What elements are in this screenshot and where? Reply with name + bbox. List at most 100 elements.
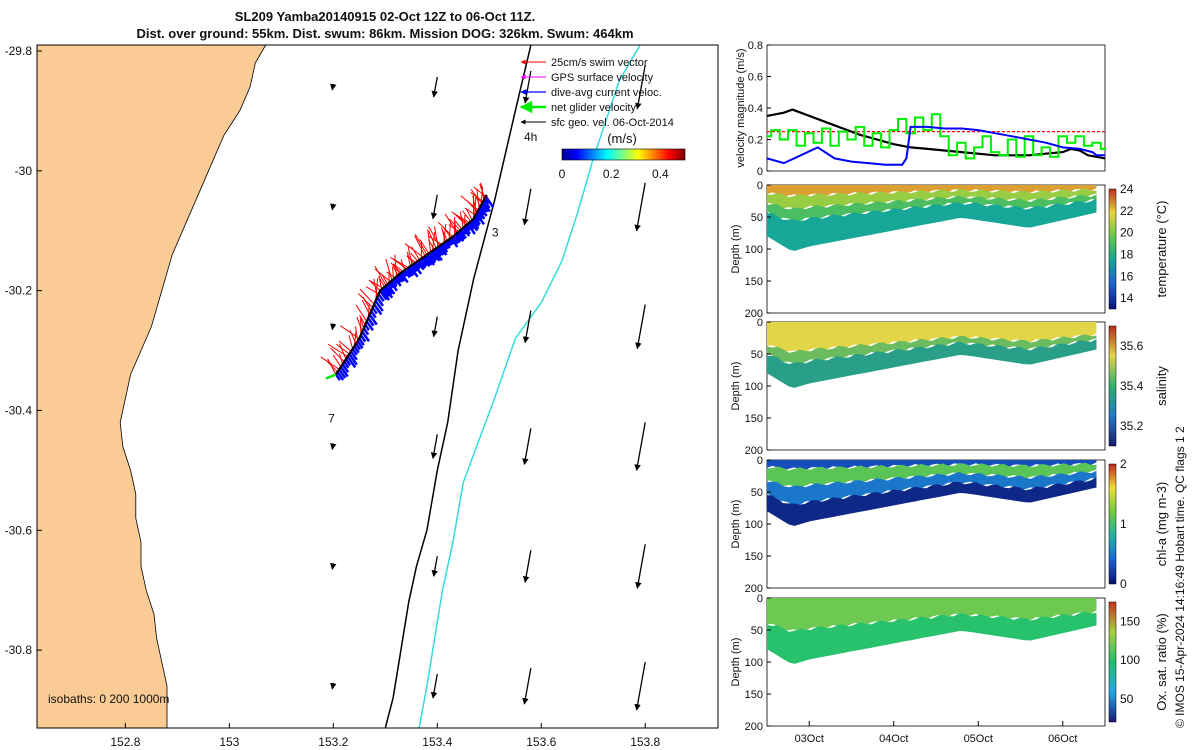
- land-area: [36, 44, 267, 729]
- dive-avg-vector: [405, 268, 413, 278]
- swim-vector: [462, 210, 472, 222]
- velocity-y-tick-label: 0.4: [748, 103, 763, 115]
- swim-vector: [336, 343, 350, 355]
- swim-vector: [433, 226, 439, 248]
- dive-avg-vector: [481, 202, 489, 213]
- time-tick-label: 05Oct: [964, 733, 993, 745]
- swim-vector: [473, 186, 487, 197]
- map-lon-ticks: 152.8 153 153.2 153.4 153.6 153.8: [110, 723, 661, 749]
- map-lon-tick-label: 153.6: [526, 735, 556, 749]
- swim-vector: [428, 239, 435, 250]
- swim-vector: [373, 278, 378, 298]
- dive-avg-vector: [431, 250, 441, 262]
- dive-avg-vector: [356, 340, 364, 349]
- swim-vector: [374, 266, 387, 286]
- section-y-tick-label: 150: [745, 276, 763, 288]
- dive-avg-vector: [393, 277, 402, 287]
- swim-vector: [378, 276, 385, 288]
- geo-arrow: [330, 323, 337, 331]
- swim-vector: [454, 221, 457, 235]
- section-colorbar-tick-label: 150: [1120, 614, 1140, 628]
- time-tick-label: 03Oct: [795, 733, 824, 745]
- geo-arrow: [522, 188, 532, 226]
- dive-avg-vector: [338, 368, 347, 379]
- swim-vector: [386, 271, 396, 279]
- geo-arrow: [635, 544, 646, 589]
- dive-avg-vector: [473, 216, 481, 226]
- dive-avg-vector: [385, 284, 394, 295]
- swim-vector: [443, 223, 447, 244]
- legend-dive-label: dive-avg current veloc.: [551, 87, 662, 99]
- map-lat-tick-label: -29.8: [5, 44, 33, 58]
- swim-vector: [327, 343, 348, 357]
- dive-avg-vector: [425, 253, 436, 266]
- swim-vector: [392, 265, 399, 276]
- section-y-tick-label: 200: [745, 721, 763, 733]
- section-layer-below: [767, 470, 1097, 506]
- track-label: 7: [328, 411, 335, 425]
- dive-avg-vector: [344, 358, 352, 366]
- dive-avg-vector: [418, 259, 427, 269]
- swim-vector: [385, 258, 393, 281]
- section-colorbar-tick-label: 22: [1120, 204, 1134, 218]
- dive-avg-vector: [471, 219, 480, 230]
- swim-vector: [357, 293, 374, 309]
- swim-vector: [470, 191, 484, 203]
- geo-arrow: [634, 661, 646, 711]
- dive-avg-vector: [351, 348, 358, 356]
- dive-avg-vector: [380, 288, 391, 301]
- net-glider-velocity-vector: [325, 373, 337, 380]
- swim-vector: [414, 234, 428, 255]
- geo-arrow: [330, 443, 337, 451]
- dive-avg-vector: [368, 313, 378, 326]
- swim-vector: [410, 252, 418, 262]
- time-scale-label: 4h: [524, 130, 537, 144]
- section-y-tick-label: 200: [745, 445, 763, 457]
- swim-vector: [355, 304, 368, 322]
- section-y-tick-label: 100: [745, 519, 763, 531]
- legend-swim-label: 25cm/s swim vector: [551, 57, 648, 69]
- section-layer-upper: [767, 188, 1097, 210]
- section-layer-lower: [767, 198, 1097, 251]
- dive-avg-vector: [454, 233, 462, 242]
- section-y-tick-label: 50: [751, 212, 763, 224]
- dive-avg-vector: [457, 230, 466, 241]
- swim-vector: [407, 246, 413, 266]
- dive-avg-vector: [341, 363, 350, 373]
- dive-avg-vector: [374, 300, 384, 312]
- map-colorbar-label: (m/s): [607, 131, 637, 146]
- section-colorbar: [1108, 325, 1117, 447]
- geo-arrow: [522, 550, 532, 583]
- swim-vector: [355, 326, 359, 342]
- map-lat-ticks: -29.8 -30 -30.2 -30.4 -30.6 -30.8: [5, 44, 42, 657]
- dive-avg-vector: [336, 371, 345, 381]
- section-colorbar: [1108, 601, 1117, 723]
- swim-vector: [340, 325, 360, 339]
- velocity-series-line: [766, 108, 1106, 160]
- dive-avg-vector: [353, 345, 360, 354]
- section-colorbar-label: temperature (°C): [1154, 201, 1169, 298]
- dive-avg-vector: [339, 366, 349, 378]
- section-salinity: 0 50 100 150 200 Depth (m) 35.2 35.4 35.6 salinit…: [730, 317, 1169, 457]
- swim-vector: [332, 354, 342, 368]
- swim-vector: [428, 235, 443, 245]
- dive-avg-vector: [382, 287, 391, 298]
- map-colorbar-tick-label: 0: [559, 167, 566, 181]
- dive-avg-vector: [480, 204, 488, 213]
- swim-vector: [359, 288, 375, 305]
- dive-avg-vector: [395, 275, 402, 284]
- geo-arrow: [522, 70, 532, 104]
- swim-vector: [356, 316, 363, 332]
- swim-vector: [353, 330, 357, 347]
- map-lat-tick-label: -30.2: [5, 284, 33, 298]
- geo-arrow: [431, 316, 438, 338]
- velocity-y-tick-label: 0.6: [748, 72, 763, 84]
- section-layer-upper: [767, 598, 1097, 631]
- dive-avg-vector: [365, 320, 374, 332]
- section-colorbar-tick-label: 14: [1120, 291, 1134, 305]
- geo-arrow: [431, 76, 438, 98]
- section-colorbar-tick-label: 35.2: [1120, 419, 1144, 433]
- section-colorbar-tick-label: 35.6: [1120, 339, 1144, 353]
- map-colorbar: [561, 148, 686, 161]
